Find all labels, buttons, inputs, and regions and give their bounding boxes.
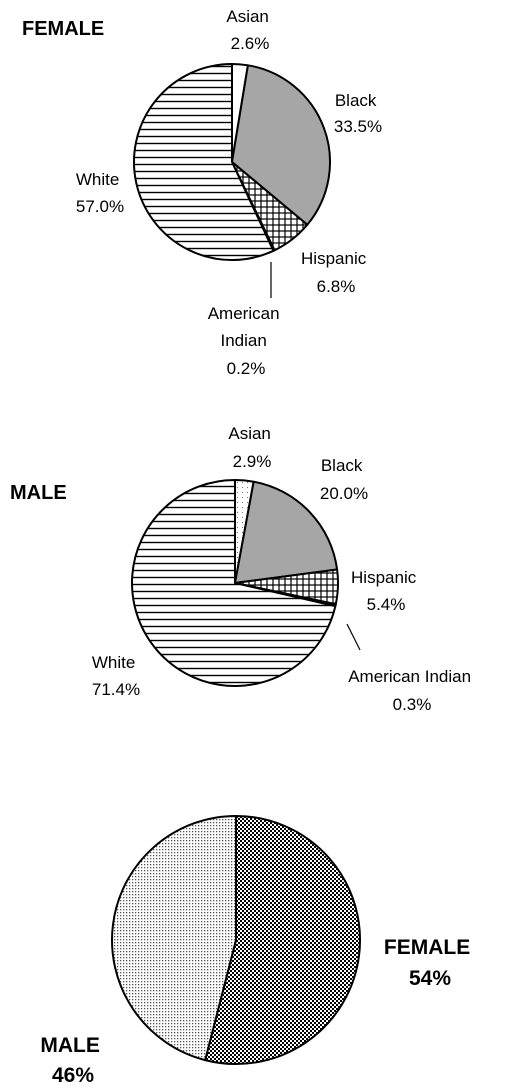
- female-pie-title: FEMALE: [22, 18, 104, 40]
- male-hispanic-label: Hispanic 5.4%: [351, 568, 421, 614]
- gender-slice-female: [204, 815, 361, 1065]
- gender-female-label: FEMALE 54%: [384, 936, 476, 990]
- male-black-label: Black 20.0%: [320, 456, 368, 503]
- male-slice-black: [234, 480, 339, 584]
- gender-slice-male: [111, 815, 237, 1062]
- female-slice-white: [133, 63, 275, 261]
- male-american-indian-label: American Indian 0.3%: [348, 667, 476, 714]
- female-hispanic-label: Hispanic 6.8%: [301, 249, 371, 296]
- male-pie-title: MALE: [10, 482, 67, 504]
- female-black-label: Black 33.5%: [334, 91, 382, 136]
- female-slice-black: [231, 64, 331, 226]
- male-white-label: White 71.4%: [92, 653, 140, 699]
- male-slice-white: [131, 479, 337, 687]
- male-american-indian-leader: [346, 623, 361, 651]
- pie-slices: [111, 62, 361, 1065]
- female-white-label: White 57.0%: [76, 170, 124, 216]
- gender-male-label: MALE 46%: [40, 1034, 105, 1087]
- female-american-indian-label: American Indian 0.2%: [208, 304, 285, 378]
- male-asian-label: Asian 2.9%: [228, 424, 275, 471]
- female-asian-label: Asian 2.6%: [226, 7, 273, 53]
